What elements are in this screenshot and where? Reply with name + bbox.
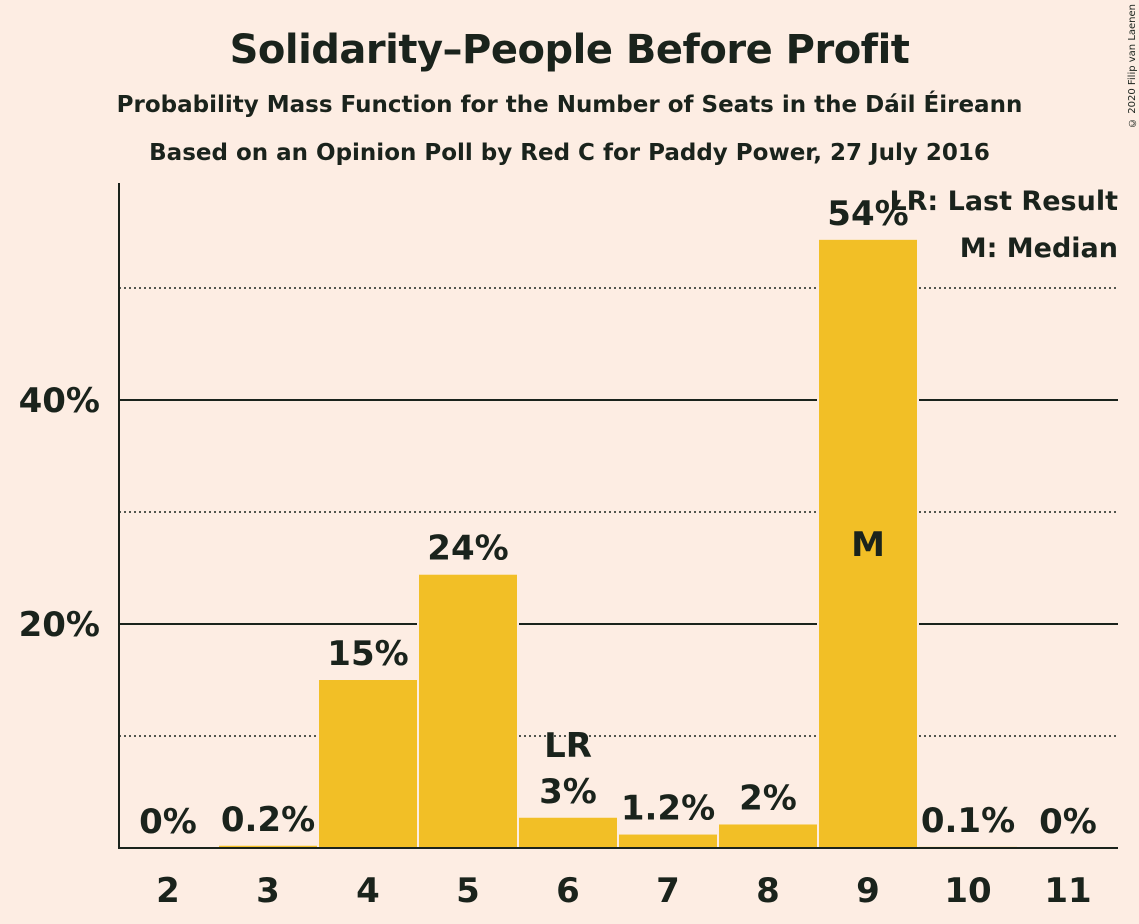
legend-entry: LR: Last Result — [889, 186, 1118, 217]
x-tick-label: 3 — [256, 871, 280, 911]
data-label: 24% — [427, 529, 508, 569]
bar-halo — [917, 844, 1019, 848]
median-marker: M — [851, 525, 885, 565]
data-label: 1.2% — [621, 789, 715, 829]
x-tick-label: 11 — [1044, 871, 1091, 911]
bar — [419, 574, 517, 848]
bar — [819, 239, 917, 849]
data-label: 54% — [827, 194, 908, 234]
x-tick-label: 4 — [356, 871, 380, 911]
x-tick-label: 2 — [156, 871, 180, 911]
bar — [619, 834, 717, 848]
data-label: 0.1% — [921, 801, 1015, 841]
chart-source-note: Based on an Opinion Poll by Red C for Pa… — [149, 140, 990, 166]
bar — [719, 824, 817, 848]
x-tick-label: 7 — [656, 871, 680, 911]
bar — [319, 680, 417, 848]
x-tick-label: 10 — [944, 871, 991, 911]
data-label: 3% — [539, 772, 597, 812]
x-tick-label: 8 — [756, 871, 780, 911]
y-tick-label: 40% — [19, 381, 100, 421]
data-label: 15% — [327, 634, 408, 674]
chart-subtitle: Probability Mass Function for the Number… — [116, 92, 1023, 118]
x-tick-label: 5 — [456, 871, 480, 911]
bar — [519, 817, 617, 848]
y-tick-label: 20% — [19, 605, 100, 645]
x-tick-label: 9 — [856, 871, 880, 911]
chart-title: Solidarity–People Before Profit — [229, 27, 910, 73]
legend-entry: M: Median — [960, 233, 1118, 264]
x-tick-label: 6 — [556, 871, 580, 911]
data-label: 2% — [739, 778, 797, 818]
last-result-marker: LR — [544, 726, 592, 766]
data-label: 0% — [139, 802, 197, 842]
data-label: 0.2% — [221, 800, 315, 840]
bar — [219, 845, 317, 848]
data-label: 0% — [1039, 802, 1097, 842]
